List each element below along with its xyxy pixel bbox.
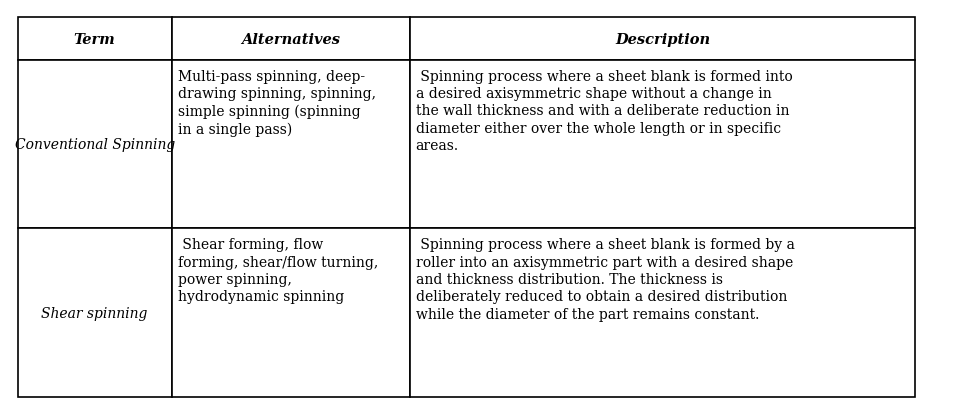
Text: Spinning process where a sheet blank is formed by a
roller into an axisymmetric : Spinning process where a sheet blank is … <box>416 238 795 321</box>
Bar <box>410 61 915 229</box>
Bar <box>410 229 915 397</box>
Bar <box>18 61 172 229</box>
Text: Term: Term <box>74 32 116 47</box>
Text: Spinning process where a sheet blank is formed into
a desired axisymmetric shape: Spinning process where a sheet blank is … <box>416 70 792 153</box>
Text: Shear forming, flow
forming, shear/flow turning,
power spinning,
hydrodynamic sp: Shear forming, flow forming, shear/flow … <box>177 238 377 303</box>
Bar <box>172 61 410 229</box>
Text: Shear spinning: Shear spinning <box>41 306 148 320</box>
Bar <box>172 229 410 397</box>
Bar <box>18 229 172 397</box>
Text: Alternatives: Alternatives <box>241 32 340 47</box>
Bar <box>410 18 915 61</box>
Text: Description: Description <box>614 32 710 47</box>
Text: Multi-pass spinning, deep-
drawing spinning, spinning,
simple spinning (spinning: Multi-pass spinning, deep- drawing spinn… <box>177 70 375 136</box>
Text: Conventional Spinning: Conventional Spinning <box>15 138 174 152</box>
Bar <box>172 18 410 61</box>
Bar <box>18 18 172 61</box>
